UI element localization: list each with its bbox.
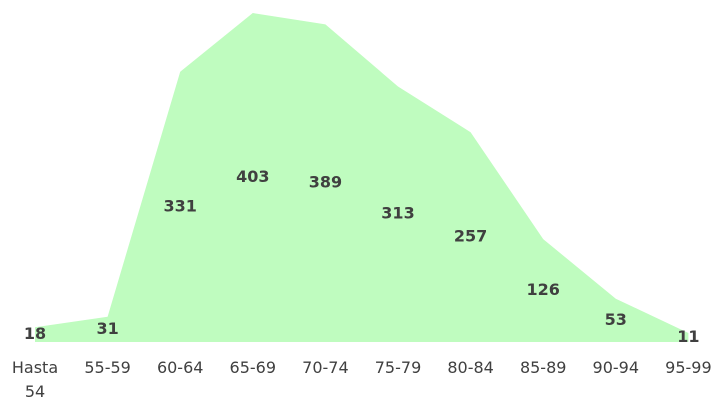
x-tick-label: 95-99 — [665, 358, 712, 377]
x-tick-label: 80-84 — [447, 358, 494, 377]
x-tick-label: 90-94 — [592, 358, 640, 377]
area — [35, 13, 689, 342]
x-tick-label: 60-64 — [156, 358, 204, 377]
data-label: 403 — [236, 167, 269, 186]
x-tick-label: 85-89 — [519, 358, 567, 377]
data-label: 389 — [309, 173, 342, 192]
data-label: 313 — [381, 204, 414, 223]
data-label: 53 — [605, 310, 627, 329]
x-tick-label: 75-79 — [374, 358, 422, 377]
data-label: 11 — [677, 327, 699, 346]
data-label: 31 — [96, 319, 118, 338]
data-label: 126 — [526, 280, 559, 299]
x-tick-label: 70-74 — [302, 358, 349, 377]
x-tick-label: Hasta 54 — [11, 358, 59, 401]
data-label: 257 — [454, 227, 487, 246]
x-tick-label: 65-69 — [229, 358, 277, 377]
data-label: 331 — [163, 196, 196, 215]
x-tick-label: 55-59 — [84, 358, 131, 377]
data-label: 18 — [24, 324, 46, 343]
